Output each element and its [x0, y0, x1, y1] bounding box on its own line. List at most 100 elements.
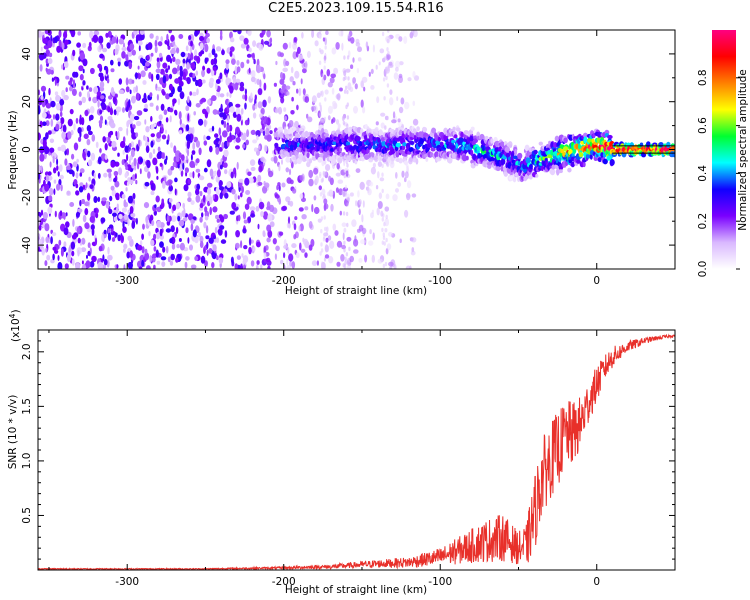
noise-cell — [175, 257, 179, 263]
noise-cell — [156, 220, 162, 228]
noise-cell — [235, 78, 241, 83]
noise-cell — [103, 258, 108, 266]
noise-cell — [114, 48, 119, 55]
noise-cell — [190, 52, 194, 61]
noise-cell — [61, 42, 65, 50]
noise-cell — [161, 198, 164, 204]
noise-cell — [44, 223, 50, 232]
noise-cell — [93, 86, 99, 94]
ridge-cell — [371, 152, 375, 158]
noise-cell — [250, 129, 256, 135]
ridge-cell — [529, 163, 533, 169]
noise-cell — [104, 143, 108, 151]
noise-cell — [240, 192, 243, 198]
noise-cell — [386, 38, 390, 44]
noise-cell — [215, 175, 220, 183]
ridge-cell — [508, 144, 513, 148]
noise-cell — [47, 206, 53, 214]
noise-cell — [346, 222, 349, 228]
noise-cell — [129, 43, 135, 51]
noise-cell — [132, 174, 136, 182]
ridge-cell — [495, 166, 501, 172]
noise-cell — [215, 137, 220, 142]
noise-cell — [78, 100, 83, 106]
noise-cell — [115, 131, 118, 137]
noise-cell — [182, 58, 186, 64]
noise-cell — [318, 102, 322, 107]
noise-cell — [304, 252, 308, 258]
colorbar-tick-label: 0.8 — [697, 69, 709, 86]
noise-cell — [262, 230, 266, 237]
ridge-cell — [517, 176, 521, 182]
noise-cell — [153, 246, 157, 252]
noise-cell — [88, 87, 93, 92]
noise-cell — [340, 30, 344, 37]
noise-cell — [211, 262, 215, 269]
ridge-cell — [463, 130, 469, 135]
noise-cell — [42, 139, 47, 148]
noise-cell — [205, 235, 210, 240]
colorbar-ticks: 0.0 0.2 0.4 0.6 0.8 — [697, 69, 740, 277]
noise-cell — [91, 227, 95, 236]
noise-cell — [261, 30, 266, 36]
noise-cell — [97, 156, 102, 165]
noise-cell — [243, 245, 248, 250]
noise-cell — [216, 169, 221, 178]
noise-cell — [240, 61, 245, 69]
noise-cell — [321, 261, 324, 266]
noise-cell — [212, 171, 217, 176]
noise-cell — [215, 186, 220, 196]
noise-cell — [68, 246, 71, 253]
noise-cell — [397, 121, 403, 127]
noise-cell — [229, 31, 233, 40]
noise-cell — [218, 257, 224, 264]
noise-cell — [252, 103, 256, 111]
noise-cell — [351, 219, 357, 228]
noise-cell — [101, 197, 107, 202]
noise-cell — [242, 211, 247, 220]
noise-cell — [69, 202, 75, 207]
x-tick-label: -100 — [428, 576, 452, 588]
ridge-cell — [349, 146, 354, 151]
noise-cell — [67, 118, 73, 127]
noise-cell — [379, 177, 385, 182]
noise-cell — [162, 91, 166, 96]
noise-cell — [168, 201, 172, 209]
noise-cell — [224, 169, 228, 175]
noise-cell — [98, 120, 103, 125]
noise-cell — [380, 112, 386, 117]
noise-cell — [39, 120, 43, 128]
noise-cell — [199, 216, 203, 223]
noise-cell — [187, 127, 194, 136]
noise-cell — [63, 213, 66, 220]
noise-cell — [126, 154, 129, 161]
noise-cell — [86, 192, 91, 201]
noise-cell — [108, 208, 113, 215]
noise-cell — [172, 67, 178, 75]
noise-cell — [262, 99, 267, 108]
noise-cell — [187, 178, 192, 185]
noise-cell — [175, 58, 181, 65]
noise-cell — [113, 216, 118, 222]
noise-cell — [229, 46, 235, 52]
noise-cell — [331, 47, 337, 55]
noise-cell — [324, 244, 329, 253]
noise-cell — [130, 179, 134, 185]
noise-cell — [153, 264, 156, 269]
ridge-cell — [293, 144, 297, 150]
noise-cell — [156, 175, 159, 180]
colorbar-scale — [712, 30, 736, 269]
noise-cell — [169, 107, 174, 113]
noise-cell — [65, 75, 70, 80]
noise-cell — [212, 244, 217, 252]
noise-cell — [187, 191, 192, 198]
noise-cell — [55, 123, 60, 131]
noise-cell — [137, 244, 143, 251]
noise-cell — [48, 187, 54, 196]
noise-cell — [275, 60, 278, 66]
noise-cell — [343, 70, 347, 77]
noise-cell — [346, 115, 350, 120]
noise-cell — [98, 245, 103, 252]
noise-cell — [236, 66, 241, 73]
noise-cell — [185, 124, 190, 132]
